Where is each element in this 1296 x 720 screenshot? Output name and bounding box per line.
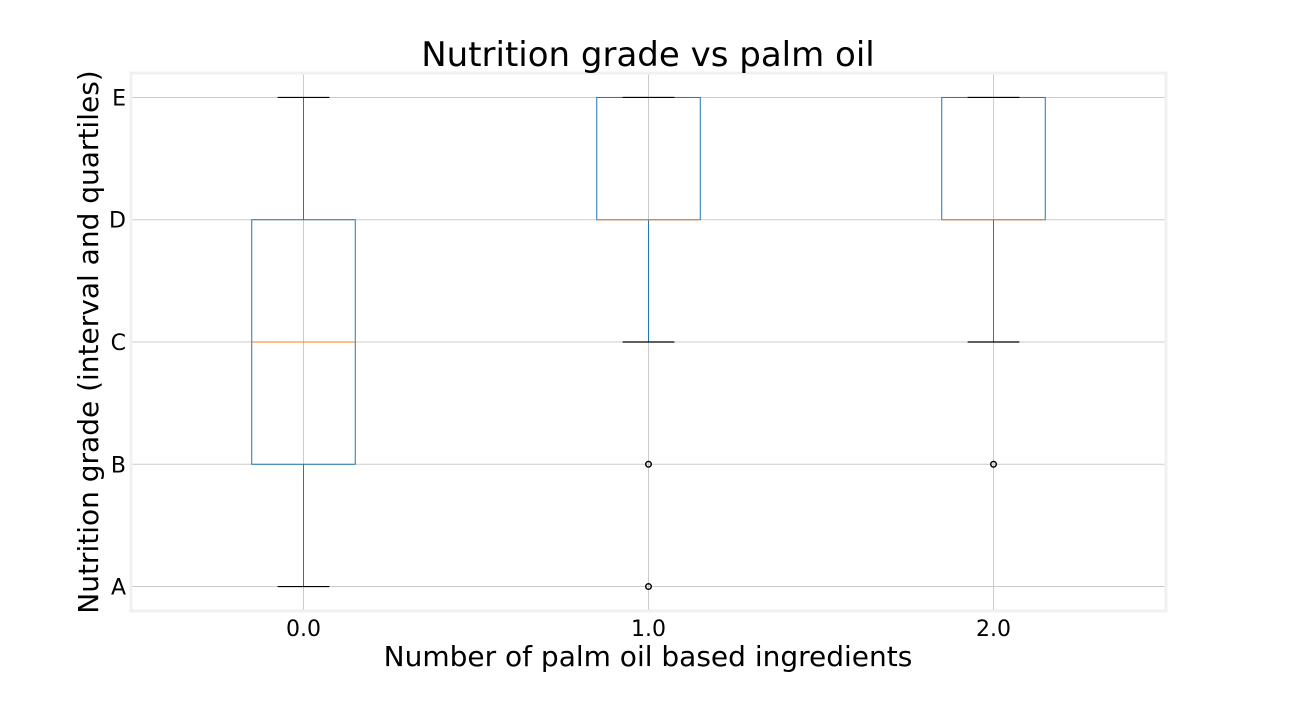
box-plots [251, 96, 1046, 591]
outlier-point [990, 460, 998, 468]
outlier-point [645, 460, 653, 468]
tick-labels: A B C D E 0.0 1.0 2.0 [109, 86, 1011, 642]
box-plot-1.0 [596, 96, 701, 591]
x-tick-label: 0.0 [286, 617, 321, 642]
y-tick-label: A [111, 576, 126, 601]
box-plot-2.0 [941, 96, 1046, 468]
y-tick-label: D [109, 209, 126, 234]
outlier-point [645, 583, 653, 591]
plot-frame [129, 71, 1168, 613]
x-tick-label: 2.0 [976, 617, 1011, 642]
y-axis-label: Nutrition grade (interval and quartiles) [72, 70, 105, 613]
box-plot-0.0 [251, 96, 356, 588]
x-tick-label: 1.0 [631, 617, 666, 642]
y-tick-label: E [112, 86, 126, 111]
chart-title: Nutrition grade vs palm oil [421, 35, 875, 75]
y-tick-label: C [111, 331, 126, 356]
x-axis-label: Number of palm oil based ingredients [384, 640, 913, 673]
y-tick-label: B [111, 453, 126, 478]
